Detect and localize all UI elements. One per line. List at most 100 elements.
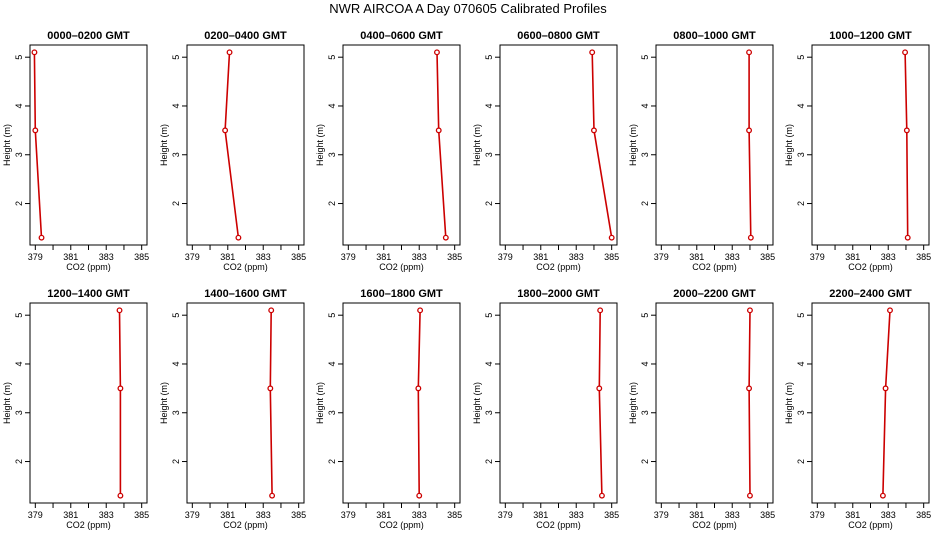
plot-frame — [342, 44, 461, 246]
data-point — [117, 385, 124, 392]
x-tick-label: 381 — [220, 252, 235, 262]
x-axis-label: CO2 (ppm) — [223, 520, 268, 530]
y-tick-label: 3 — [484, 410, 494, 415]
y-tick-label: 5 — [327, 55, 337, 60]
plot-frame — [655, 302, 774, 504]
x-tick-label: 385 — [916, 252, 931, 262]
x-tick-label: 379 — [341, 252, 356, 262]
plot-frame — [29, 302, 148, 504]
y-tick-label: 3 — [14, 152, 24, 157]
x-tick-label: 385 — [604, 252, 619, 262]
y-tick-label: 2 — [171, 201, 181, 206]
y-tick-label: 2 — [640, 201, 650, 206]
x-tick-label: 379 — [341, 510, 356, 520]
x-tick-label: 385 — [291, 252, 306, 262]
y-tick-label: 5 — [484, 313, 494, 318]
x-tick-label: 385 — [291, 510, 306, 520]
data-point — [416, 492, 423, 499]
x-tick-label: 383 — [412, 510, 427, 520]
y-tick-label: 5 — [14, 55, 24, 60]
profile-line — [417, 310, 421, 496]
data-point — [589, 49, 596, 56]
data-point — [591, 127, 597, 134]
x-axis-label: CO2 (ppm) — [536, 262, 581, 272]
panel-4: 0600–0800 GMT 379 381 383 385 2 3 4 5 CO2 (ppm) He… — [472, 30, 619, 272]
y-tick-label: 4 — [327, 103, 337, 108]
panel-7: 1200–1400 GMT 379 381 383 385 2 3 4 5 CO2 (ppm) He… — [2, 288, 149, 530]
y-tick-label: 4 — [796, 361, 806, 366]
data-point — [415, 385, 422, 392]
x-tick-label: 381 — [845, 510, 860, 520]
panel-title: 1000–1200 GMT — [829, 30, 912, 42]
x-tick-label: 381 — [63, 510, 78, 520]
y-tick-label: 3 — [327, 152, 337, 157]
y-tick-label: 4 — [640, 103, 650, 108]
y-tick-label: 2 — [327, 201, 337, 206]
x-tick-label: 383 — [881, 252, 896, 262]
x-tick-label: 379 — [498, 252, 513, 262]
profile-line — [224, 52, 240, 238]
y-axis-label: Height (m) — [784, 124, 794, 166]
x-tick-label: 383 — [99, 510, 114, 520]
data-point — [269, 492, 276, 499]
y-tick-label: 3 — [484, 152, 494, 157]
panel-title: 1200–1400 GMT — [47, 288, 130, 300]
data-point — [222, 127, 229, 134]
data-point — [747, 492, 753, 499]
y-tick-label: 5 — [796, 55, 806, 60]
data-point — [596, 385, 603, 392]
x-tick-label: 381 — [845, 252, 860, 262]
data-point — [116, 307, 123, 314]
panel-title: 2000–2200 GMT — [673, 288, 756, 300]
x-tick-label: 381 — [63, 252, 78, 262]
y-tick-label: 3 — [171, 152, 181, 157]
x-tick-label: 381 — [533, 510, 548, 520]
y-axis-label: Height (m) — [159, 382, 169, 424]
panel-title: 0200–0400 GMT — [204, 30, 287, 42]
y-tick-label: 5 — [796, 313, 806, 318]
y-tick-label: 5 — [171, 55, 181, 60]
x-tick-label: 381 — [689, 510, 704, 520]
y-tick-label: 2 — [796, 201, 806, 206]
x-axis-label: CO2 (ppm) — [66, 520, 111, 530]
data-point — [598, 492, 605, 499]
x-tick-label: 383 — [569, 252, 584, 262]
profile-line — [748, 52, 752, 238]
y-tick-label: 4 — [327, 361, 337, 366]
data-point — [434, 49, 440, 56]
y-tick-label: 3 — [640, 410, 650, 415]
x-axis-label: CO2 (ppm) — [692, 262, 737, 272]
data-point — [597, 307, 604, 314]
data-point — [746, 49, 753, 56]
profile-line — [591, 52, 613, 238]
y-tick-label: 2 — [171, 459, 181, 464]
x-tick-label: 385 — [760, 252, 775, 262]
y-tick-label: 2 — [484, 459, 494, 464]
profile-line — [269, 310, 273, 496]
x-tick-label: 381 — [376, 252, 391, 262]
x-tick-label: 381 — [533, 252, 548, 262]
data-point — [435, 127, 442, 134]
data-point — [31, 49, 38, 56]
y-tick-label: 4 — [484, 103, 494, 108]
x-tick-label: 379 — [498, 510, 513, 520]
y-tick-label: 2 — [14, 459, 24, 464]
y-tick-label: 5 — [640, 55, 650, 60]
plot-frame — [811, 302, 930, 504]
y-tick-label: 2 — [796, 459, 806, 464]
y-axis-label: Height (m) — [472, 382, 482, 424]
panel-10: 1800–2000 GMT 379 381 383 385 2 3 4 5 CO2 (ppm) He… — [472, 288, 619, 530]
y-axis-label: Height (m) — [2, 382, 12, 424]
x-tick-label: 385 — [760, 510, 775, 520]
x-tick-label: 383 — [569, 510, 584, 520]
plot-frame — [655, 44, 774, 246]
x-tick-label: 383 — [99, 252, 114, 262]
data-point — [746, 127, 753, 134]
y-tick-label: 2 — [327, 459, 337, 464]
data-point — [882, 385, 889, 392]
data-point — [32, 127, 39, 134]
x-axis-label: CO2 (ppm) — [223, 262, 268, 272]
y-tick-label: 2 — [484, 201, 494, 206]
y-axis-label: Height (m) — [784, 382, 794, 424]
data-point — [268, 307, 275, 314]
